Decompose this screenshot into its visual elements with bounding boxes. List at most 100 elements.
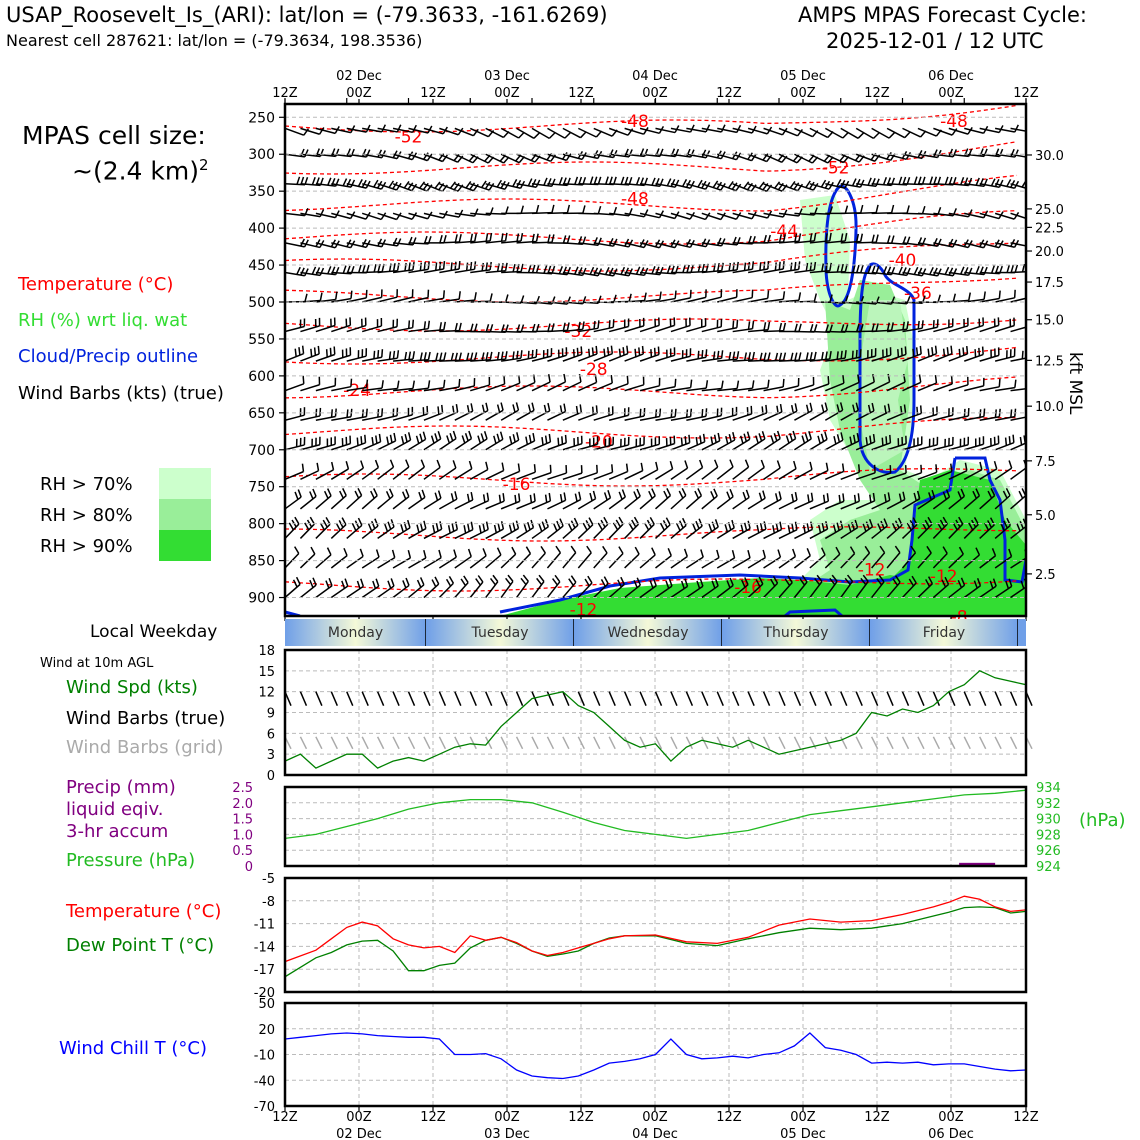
wind-barb: [408, 431, 427, 451]
weekday-cell: [1018, 619, 1026, 646]
wind-barb: [515, 574, 529, 598]
wind-barb: [763, 430, 781, 451]
wind-barb: [392, 459, 410, 480]
kft-tick-label: 7.5: [1035, 455, 1056, 470]
weekday-cell: [722, 619, 870, 646]
wind-barb: [670, 460, 689, 480]
wc-tick-label: 50: [258, 997, 275, 1012]
wind-barb: [331, 178, 356, 188]
wind-barb: [994, 460, 1013, 480]
wind-barb: [531, 204, 555, 215]
wind-barb: [593, 406, 614, 421]
grid-wind-barb: [747, 736, 755, 750]
wind-barb: [315, 461, 335, 480]
wind-barb: [346, 289, 368, 303]
surface-wind-barb: [778, 691, 786, 706]
wind-barb: [469, 431, 488, 451]
wind-barb: [855, 574, 869, 598]
pressure-tick-label: 600: [248, 369, 275, 385]
wind-barb: [917, 266, 942, 277]
wind-barb: [362, 349, 384, 362]
wind-barb: [577, 575, 593, 599]
wind-barb: [701, 289, 723, 303]
wind-barb: [377, 212, 402, 221]
temperature-contour-label: -16: [734, 578, 762, 598]
wind-barb: [825, 463, 845, 481]
temperature-contour-label: -12: [570, 600, 598, 620]
temperature-contour: [285, 104, 1018, 133]
wind-barb: [778, 127, 804, 137]
grid-wind-barb: [886, 736, 894, 750]
wind-barb: [408, 380, 431, 392]
wind-barb: [562, 127, 587, 139]
wind-barb: [485, 351, 508, 362]
wind-barb: [763, 260, 785, 274]
grid-wind-barb: [1009, 736, 1018, 750]
wind-barb: [438, 430, 457, 451]
temperature-contour-label: -40: [889, 251, 917, 271]
wind-barb: [886, 465, 907, 481]
wind-barb: [747, 153, 773, 163]
wind-barb: [778, 261, 801, 274]
wind-barb: [964, 377, 985, 392]
wind-barb: [763, 127, 788, 136]
wind-barb: [454, 521, 474, 540]
wind-barb: [871, 574, 885, 598]
wind-barb: [609, 266, 633, 277]
wind-barb: [639, 577, 657, 599]
wind-barb: [300, 317, 321, 333]
wind-barb: [500, 432, 520, 451]
wind-barb: [1010, 242, 1026, 247]
surface-wind-barb: [901, 691, 910, 706]
wind-barb: [346, 548, 364, 569]
wind-barb: [562, 575, 577, 599]
wind-barb: [963, 488, 981, 510]
wind-barbs-grid-label: Wind Barbs (grid): [66, 737, 224, 758]
wind-barb: [825, 233, 848, 244]
wind-barb: [701, 318, 723, 333]
kft-tick-label: 5.0: [1035, 509, 1056, 524]
wind-barb: [964, 408, 986, 421]
wind-barb: [423, 431, 442, 451]
wind-barb: [315, 210, 340, 219]
surface-wind-barb: [454, 691, 462, 706]
wind-barb: [392, 319, 415, 333]
wind-barb: [315, 377, 337, 392]
wind-barb: [655, 408, 677, 421]
wc-tick-label: -70: [254, 1100, 275, 1115]
wind-barb: [686, 433, 706, 451]
grid-wind-barb: [454, 736, 462, 750]
wind-barb: [840, 127, 865, 139]
wind-barbs-upper: [285, 124, 1026, 599]
surface-wind-barb: [963, 691, 971, 706]
wind-barb: [330, 578, 349, 599]
precip-tick-label: 0.5: [232, 844, 253, 859]
wind-barb: [346, 317, 367, 333]
wind-barb: [454, 378, 476, 392]
wind-barb: [485, 521, 505, 540]
cycle-time: 2025-12-01 / 12 UTC: [826, 29, 1044, 53]
wind-barb: [469, 461, 489, 480]
wind-barb: [917, 237, 942, 247]
td-tick-label: -20: [254, 986, 275, 1001]
wind-barb: [655, 347, 676, 362]
wind-barb: [639, 516, 655, 539]
wind-barb: [547, 322, 570, 333]
precip-tick-label: 2.5: [232, 781, 253, 796]
grid-wind-barb: [948, 736, 956, 750]
wind-barb: [994, 317, 1015, 333]
wind-barb: [408, 520, 427, 540]
wind-barb: [609, 407, 630, 421]
bottom-time-label: 00Z: [494, 1110, 520, 1125]
bottom-date-label: 05 Dec: [780, 1127, 826, 1140]
kft-tick-label: 17.5: [1035, 276, 1064, 291]
wind-barb: [362, 124, 387, 133]
top-date-label: 02 Dec: [336, 69, 382, 84]
surface-wind-barb: [392, 691, 400, 706]
weekday-label: Wednesday: [607, 625, 688, 641]
wind-barb: [886, 575, 901, 599]
wind-barb: [423, 490, 442, 510]
wind-barb: [933, 266, 958, 277]
wind-barb: [994, 289, 1016, 303]
wind-barb: [824, 520, 844, 540]
